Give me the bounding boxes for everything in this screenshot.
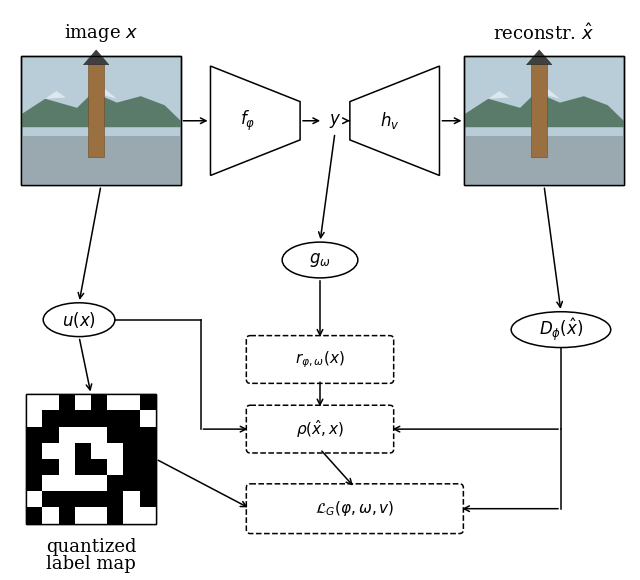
Bar: [465, 136, 623, 186]
Bar: [140, 411, 156, 427]
Bar: [124, 508, 140, 524]
Polygon shape: [21, 92, 180, 127]
Bar: [26, 394, 42, 411]
Bar: [91, 427, 107, 443]
Bar: [91, 443, 107, 459]
Bar: [59, 427, 75, 443]
Bar: [21, 136, 180, 186]
Polygon shape: [465, 92, 623, 127]
Bar: [59, 459, 75, 475]
Bar: [42, 443, 59, 459]
Text: $D_{\phi}(\hat{x})$: $D_{\phi}(\hat{x})$: [539, 316, 583, 343]
Text: $\rho(\hat{x}, x)$: $\rho(\hat{x}, x)$: [296, 418, 344, 440]
Bar: [59, 443, 75, 459]
Bar: [107, 394, 124, 411]
Bar: [465, 56, 623, 186]
Polygon shape: [83, 50, 109, 65]
Bar: [26, 394, 156, 524]
Bar: [531, 64, 547, 157]
Bar: [59, 475, 75, 491]
Bar: [26, 491, 42, 508]
Text: $\mathcal{L}_G(\varphi, \omega, v)$: $\mathcal{L}_G(\varphi, \omega, v)$: [315, 499, 395, 518]
Bar: [465, 56, 623, 186]
Bar: [124, 394, 140, 411]
Bar: [75, 475, 91, 491]
Text: $f_{\varphi}$: $f_{\varphi}$: [239, 108, 255, 133]
Polygon shape: [488, 91, 509, 99]
Bar: [88, 64, 104, 157]
Text: $y$: $y$: [329, 112, 341, 130]
Bar: [91, 508, 107, 524]
Bar: [124, 491, 140, 508]
Text: image $x$: image $x$: [64, 22, 138, 44]
Bar: [91, 475, 107, 491]
Bar: [140, 508, 156, 524]
Bar: [26, 394, 156, 524]
Text: $g_{\omega}$: $g_{\omega}$: [309, 251, 331, 269]
Bar: [26, 411, 42, 427]
Bar: [75, 394, 91, 411]
Text: $h_{v}$: $h_{v}$: [380, 110, 399, 131]
Bar: [42, 394, 59, 411]
Bar: [107, 459, 124, 475]
Bar: [75, 427, 91, 443]
Text: $r_{\varphi,\omega}(x)$: $r_{\varphi,\omega}(x)$: [295, 349, 345, 370]
Bar: [21, 56, 180, 186]
Bar: [42, 508, 59, 524]
Polygon shape: [527, 50, 552, 65]
Bar: [75, 508, 91, 524]
Text: $u(x)$: $u(x)$: [62, 310, 96, 329]
Polygon shape: [45, 91, 66, 99]
Bar: [42, 475, 59, 491]
Bar: [21, 56, 180, 186]
Bar: [107, 443, 124, 459]
Text: quantized: quantized: [45, 538, 136, 556]
Text: reconstr. $\hat{x}$: reconstr. $\hat{x}$: [493, 23, 595, 44]
Text: label map: label map: [46, 556, 136, 574]
Polygon shape: [536, 88, 560, 99]
Polygon shape: [93, 88, 117, 99]
